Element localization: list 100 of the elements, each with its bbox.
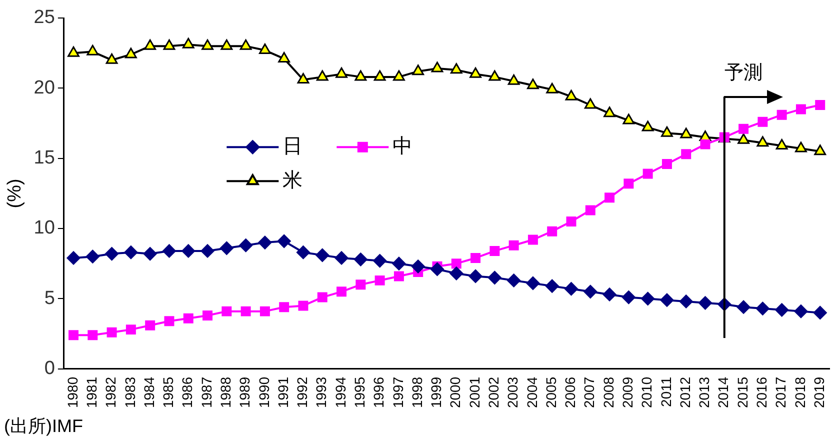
point [279,302,290,312]
point [451,258,462,269]
x-tick-label: 1998 [408,376,425,408]
point [488,70,501,81]
text: (出所)IMF [4,415,83,438]
point [814,144,826,156]
point [545,279,559,293]
x-tick-label: 2014 [715,376,732,408]
point [756,136,769,147]
x-tick-label: 1997 [390,376,406,408]
point [240,306,251,316]
point [258,44,271,54]
point [794,304,808,318]
point [143,247,157,261]
point [488,270,502,284]
point [334,251,348,265]
point [374,70,386,81]
point [564,282,578,296]
point [622,290,636,304]
x-tick-label: 1994 [332,376,348,408]
y-tick-label: 10 [34,218,55,239]
point [584,98,596,109]
point [124,246,138,260]
point [450,266,464,280]
point [354,70,367,81]
point [662,158,672,169]
point [106,327,117,338]
x-tick-label: 2007 [581,376,598,408]
point [202,310,213,321]
point [392,256,406,270]
point [68,46,80,57]
point [450,63,462,74]
point [470,252,481,263]
point [164,316,174,326]
point [698,296,712,310]
point [680,128,692,138]
point [298,300,308,311]
point [468,269,482,283]
point [297,73,310,84]
y-tick-label: 0 [44,358,55,380]
point [296,246,310,260]
x-tick-label: 2019 [810,376,827,408]
point [106,53,118,64]
x-tick-label: 1985 [160,376,176,408]
point [642,168,653,179]
x-tick-label: 1991 [274,376,291,408]
point [222,306,232,316]
x-tick-label: 2002 [486,376,502,408]
x-tick-label: 2003 [504,376,521,408]
point [758,116,768,127]
x-tick-label: 1986 [179,376,196,408]
x-tick-label: 2006 [562,376,578,408]
point [815,100,826,110]
x-tick-label: 1981 [84,376,100,408]
y-tick-label: 5 [44,288,55,309]
point [220,241,234,255]
point [566,216,576,226]
point [258,236,272,250]
x-tick-label: 2001 [466,376,482,408]
point [316,70,328,81]
point [374,275,385,286]
x-tick-label: 1992 [294,376,310,408]
point [756,302,770,316]
x-tick-label: 1993 [313,376,330,408]
point [776,110,787,120]
point [661,126,673,137]
point [431,62,444,72]
x-tick-label: 1996 [370,376,387,408]
x-tick-label: 1989 [236,376,253,408]
point [738,124,749,134]
point [508,74,520,85]
point [624,178,634,189]
point [336,67,348,78]
x-tick-label: 2013 [696,376,712,408]
x-tick-label: 2005 [542,376,559,408]
point [526,276,540,290]
point [681,149,692,160]
point [317,292,328,302]
point [278,52,290,62]
point [220,39,233,50]
point [507,274,521,288]
legend-label: 日 [282,136,303,158]
x-tick-label: 2017 [772,376,789,408]
x-tick-label: 2008 [600,376,616,408]
point [88,330,98,340]
y-tick-label: 25 [34,7,55,28]
point [527,78,539,90]
point [182,244,196,258]
point [795,142,807,152]
x-tick-label: 1988 [218,376,234,408]
point [316,248,330,262]
y-tick-label: 20 [34,77,55,98]
x-tick-label: 2016 [754,376,770,408]
x-tick-label: 2011 [658,376,674,407]
point [86,250,100,264]
x-tick-label: 2015 [734,376,750,408]
x-tick-label: 1990 [256,376,272,408]
point [394,271,404,282]
point [679,294,693,308]
point [105,247,119,261]
